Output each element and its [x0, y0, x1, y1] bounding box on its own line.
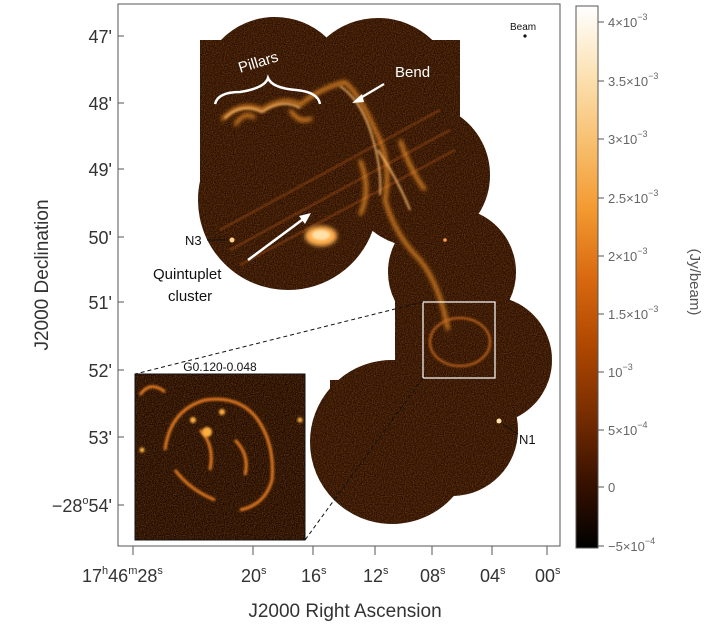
beam-label: Beam	[510, 22, 536, 33]
cbar-tick-label: 1.5×10−3	[608, 304, 658, 322]
bend-label: Bend	[395, 64, 430, 81]
x-axis-label: J2000 Right Ascension	[248, 601, 441, 622]
bend-annotation: Bend	[352, 64, 430, 103]
inset-connector-bottom	[304, 377, 424, 541]
quintuplet-annotation: Quintuplet cluster	[153, 213, 311, 305]
cbar-tick-label: 5×10−4	[608, 420, 648, 438]
dec-tick-label: 51'	[89, 293, 112, 313]
ra-tick-label: 04s	[480, 565, 506, 586]
colorbar-axis: 4×10−3 3.5×10−3 3×10−3 2.5×10−3 2×10−3 1.5×10…	[598, 12, 658, 554]
dec-tick-label: 53'	[89, 428, 112, 448]
dec-tick-label: 52'	[89, 361, 112, 381]
cbar-tick-label: 4×10−3	[608, 12, 648, 30]
cbar-tick-label: 10−3	[608, 362, 633, 380]
zoom-box	[422, 301, 496, 379]
n1-annotation: N1	[502, 423, 536, 447]
ra-tick-label: 12s	[363, 565, 389, 586]
cbar-tick-label: 3.5×10−3	[608, 71, 658, 89]
cbar-tick-label: 2.5×10−3	[608, 188, 658, 206]
ra-tick-label: 16s	[301, 565, 327, 586]
ra-tick-label: 08s	[420, 565, 446, 586]
y-axis-label: J2000 Declination	[32, 199, 53, 350]
cbar-tick-label: 0	[608, 480, 615, 495]
quintuplet-label-line1: Quintuplet	[153, 266, 222, 283]
beam-marker	[523, 34, 527, 38]
declination-axis: 47' 48' 49' 50' 51' 52' 53' −28o54'	[52, 27, 124, 516]
cbar-tick-label: −5×10−4	[608, 536, 655, 554]
ra-tick-label: 00s	[535, 565, 561, 586]
inset-title: G0.120-0.048	[183, 360, 257, 374]
n3-label: N3	[185, 233, 202, 248]
n3-annotation: N3	[185, 233, 228, 248]
dec-tick-label: 49'	[89, 160, 112, 180]
inset-connector-top	[134, 301, 424, 375]
ra-tick-label: 17h46m28s	[82, 565, 163, 586]
quintuplet-label-line2: cluster	[168, 288, 212, 305]
colorbar-label: (Jy/beam)	[686, 249, 703, 316]
right-ascension-axis: 17h46m28s 20s 16s 12s 08s 04s 00s	[82, 546, 561, 586]
dec-tick-label: −28o54'	[52, 495, 112, 516]
dec-tick-label: 48'	[89, 94, 112, 114]
ra-tick-label: 20s	[241, 565, 267, 586]
dec-tick-label: 47'	[89, 27, 112, 47]
cbar-tick-label: 2×10−3	[608, 246, 648, 264]
colorbar	[575, 5, 599, 549]
n1-label: N1	[519, 432, 536, 447]
inset-image	[134, 373, 306, 541]
cbar-tick-label: 3×10−3	[608, 129, 648, 147]
dec-tick-label: 50'	[89, 228, 112, 248]
beam-annotation: Beam	[510, 22, 536, 38]
